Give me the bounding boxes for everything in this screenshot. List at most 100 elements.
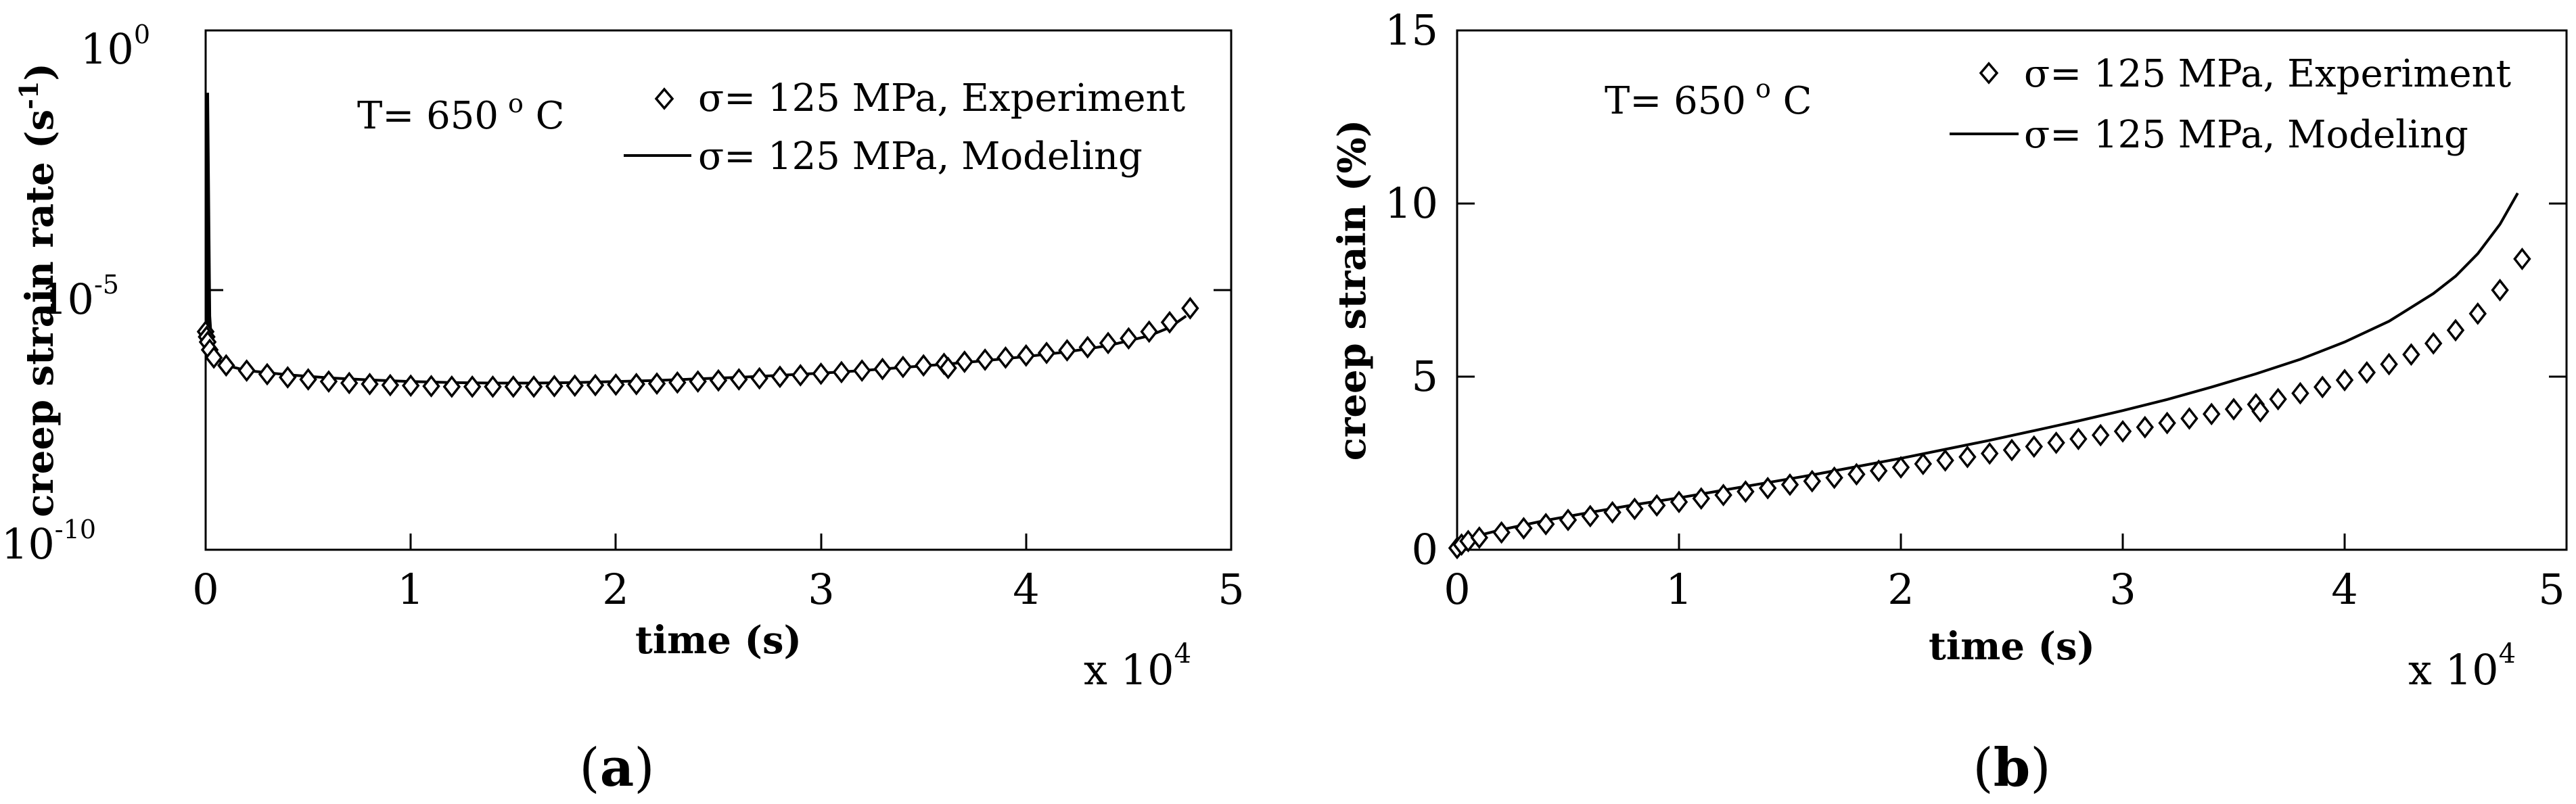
panel-a-experiment-markers: [196, 297, 1199, 398]
panel-b-experiment-point: [2202, 402, 2221, 426]
panel-a-experiment-point: [853, 359, 871, 382]
panel-a-experiment-point: [607, 373, 625, 396]
panel-a-experiment-point: [914, 354, 933, 377]
panel-a-experiment-point: [689, 370, 707, 394]
panel-b-experiment-point: [1758, 477, 1777, 500]
panel-b-experiment-point: [1603, 500, 1622, 524]
panel-a-experiment-point: [996, 346, 1015, 369]
panel-a-experiment-point: [1120, 327, 1138, 350]
panel-a-legend-experiment-label: σ= 125 MPa, Experiment: [698, 76, 1186, 120]
panel-b-experiment-point: [1492, 521, 1511, 544]
panel-a-experiment-point: [1160, 310, 1179, 334]
panel-a-xtick-label: 1: [397, 565, 423, 614]
panel-b-xtick-label: 2: [1887, 565, 1914, 614]
panel-a-experiment-point: [873, 357, 892, 381]
panel-b-experiment-point: [1692, 487, 1711, 511]
panel-a-experiment-point: [975, 348, 994, 371]
panel-b-experiment-point: [2491, 279, 2509, 302]
panel-a-experiment-point: [504, 375, 523, 398]
panel-a-experiment-point: [1017, 344, 1036, 367]
panel-a-experiment-point: [524, 375, 543, 398]
panel-b-experiment-point: [1847, 463, 1866, 486]
panel-a-xtick-label: 2: [602, 565, 628, 614]
panel-b-experiment-point: [1980, 442, 1999, 465]
panel-a-xtick-label: 0: [192, 565, 218, 614]
panel-a-xtick-label: 4: [1013, 565, 1039, 614]
panel-a-experiment-point: [832, 360, 851, 384]
panel-b-experiment-point: [2224, 398, 2243, 421]
panel-b-experiment-markers: [1448, 247, 2531, 560]
panel-a-experiment-point: [791, 364, 810, 387]
panel-b-experiment-point: [1626, 497, 1644, 521]
panel-a-caption: (a): [579, 737, 654, 799]
panel-b-experiment-point: [2446, 318, 2465, 342]
panel-a-legend-modeling-label: σ= 125 MPa, Modeling: [698, 135, 1143, 179]
panel-a-experiment-point: [484, 375, 502, 398]
panel-b-experiment-point: [1536, 513, 1555, 536]
panel-a-experiment-point: [668, 371, 687, 394]
panel-a-experiment-point: [627, 373, 645, 396]
panel-a-experiment-point: [1181, 297, 1199, 320]
panel-a-experiment-point: [340, 371, 359, 395]
panel-a-experiment-point: [894, 355, 913, 379]
panel-b-experiment-point: [1958, 445, 1977, 469]
panel-a-temperature-annotation: T= 650 o C: [357, 89, 565, 138]
panel-b-x-multiplier: x 104: [2408, 638, 2516, 694]
panel-b-experiment-point: [2002, 438, 2021, 462]
panel-a-experiment-point: [237, 359, 256, 382]
panel-b-experiment-point: [1736, 480, 1755, 503]
panel-b-xtick-label: 3: [2109, 565, 2136, 614]
panel-b-experiment-point: [2468, 302, 2487, 325]
panel-b-experiment-point: [2136, 415, 2155, 439]
panel-b-experiment-point: [1914, 452, 1933, 475]
panel-b-experiment-point: [2091, 423, 2110, 447]
panel-a-experiment-point: [586, 373, 605, 397]
panel-a-experiment-point: [647, 372, 666, 396]
panel-b-xtick-label: 4: [2331, 565, 2358, 614]
panel-b-ytick-label: 15: [1385, 5, 1438, 55]
panel-a-x-multiplier: x 104: [1084, 638, 1191, 694]
panel-b-plot-frame: [1456, 29, 2568, 551]
panel-a-experiment-point: [545, 375, 564, 398]
panel-b-experiment-point: [2402, 343, 2420, 366]
panel-a-experiment-point: [258, 362, 277, 386]
panel-b-experiment-point: [1891, 456, 1910, 479]
panel-b-experiment-point: [1470, 526, 1489, 549]
panel-a-experiment-point: [1037, 341, 1056, 364]
panel-b-ytick-label: 0: [1412, 525, 1438, 574]
panel-a-experiment-point: [1140, 320, 1158, 344]
panel-b-experiment-point: [2424, 332, 2443, 355]
panel-b-experiment-point: [2313, 375, 2332, 399]
panel-b-experiment-point: [2380, 352, 2398, 376]
panel-b-experiment-point: [2113, 420, 2132, 443]
panel-b-xtick-label: 1: [1665, 565, 1692, 614]
panel-b-legend-experiment-marker: [1979, 62, 1999, 85]
panel-a-experiment-point: [299, 368, 317, 391]
panel-a-xticks: 0 1 2 3 4 5: [192, 534, 1245, 614]
panel-b-experiment-point: [1647, 494, 1666, 517]
panel-b-legend-experiment-label: σ= 125 MPa, Experiment: [2024, 52, 2512, 96]
panel-a-experiment-point: [204, 346, 223, 369]
panel-a-ytick-label-1: 10-5: [41, 270, 119, 324]
panel-a-xtick-label: 5: [1218, 565, 1244, 614]
panel-a-ytick-label-2: 10-10: [1, 515, 96, 569]
panel-a-experiment-point: [939, 356, 957, 380]
panel-a-experiment-point: [566, 374, 584, 398]
panel-b-caption: (b): [1973, 737, 2050, 799]
panel-a-experiment-point: [279, 366, 297, 389]
panel-a-experiment-point: [463, 375, 482, 398]
panel-b-legend: σ= 125 MPa, Experiment σ= 125 MPa, Model…: [1950, 52, 2512, 157]
panel-b-experiment-point: [2047, 431, 2065, 454]
panel-b-experiment-point: [1825, 466, 1843, 490]
panel-b-ytick-label: 10: [1385, 179, 1438, 228]
panel-a-x-axis-label: time (s): [635, 618, 802, 663]
panel-a-experiment-point: [812, 362, 830, 385]
panel-b-experiment-point: [1780, 473, 1799, 496]
panel-a-experiment-point: [442, 375, 461, 398]
panel-b-experiment-point: [2069, 427, 2088, 450]
panel-a-legend-experiment-marker: [654, 87, 674, 110]
panel-b-experiment-point: [2025, 435, 2044, 458]
panel-b-experiment-point: [1559, 509, 1578, 531]
panel-a-experiment-point: [401, 374, 420, 398]
